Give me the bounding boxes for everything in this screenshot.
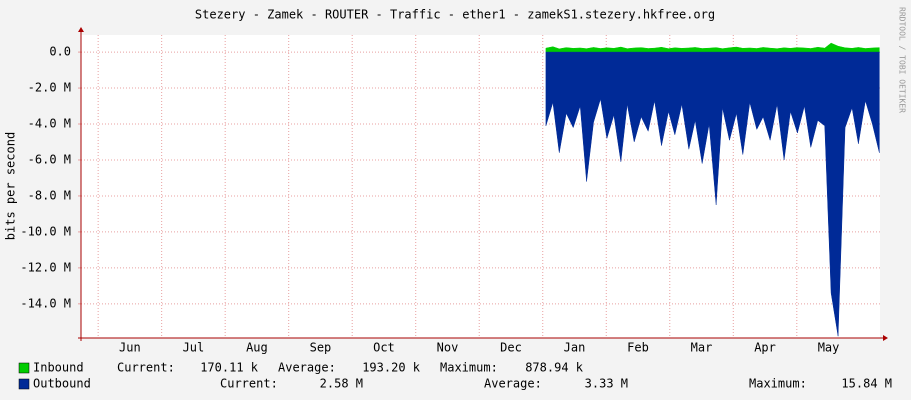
x-tick-label: Sep: [310, 341, 332, 355]
legend-stat-label: Maximum:: [440, 361, 498, 375]
x-tick-label: May: [818, 341, 840, 355]
y-tick-label: -14.0 M: [20, 296, 71, 310]
legend-stat-value: 170.11 k: [200, 361, 259, 375]
watermark: RRDTOOL / TOBI OETIKER: [898, 7, 907, 113]
chart-title: Stezery - Zamek - ROUTER - Traffic - eth…: [195, 8, 715, 22]
x-tick-label: Dec: [500, 341, 522, 355]
legend-swatch: [18, 362, 30, 374]
y-tick-label: -10.0 M: [20, 224, 71, 238]
x-tick-label: Jan: [564, 341, 586, 355]
legend-stat-label: Average:: [278, 361, 336, 375]
legend-stat-value: 2.58 M: [320, 377, 363, 391]
legend-stat-label: Average:: [484, 377, 542, 391]
x-axis-arrow: [883, 335, 888, 341]
legend-stat-value: 193.20 k: [362, 361, 421, 375]
y-tick-label: -2.0 M: [28, 81, 71, 95]
x-tick-label: Mar: [691, 341, 713, 355]
x-tick-label: Jun: [119, 341, 141, 355]
legend-stat-value: 878.94 k: [525, 361, 584, 375]
legend-stat-label: Current:: [117, 361, 175, 375]
area: [545, 51, 880, 337]
y-tick-label: -12.0 M: [20, 260, 71, 274]
legend-swatch: [18, 378, 30, 390]
legend-label: Inbound: [33, 361, 84, 375]
x-tick-label: Feb: [627, 341, 649, 355]
y-tick-label: 0.0: [49, 45, 71, 59]
y-tick-label: -6.0 M: [28, 152, 71, 166]
x-tick-label: Oct: [373, 341, 395, 355]
legend-label: Outbound: [33, 377, 91, 391]
x-tick-label: Jul: [183, 341, 205, 355]
legend-stat-label: Current:: [220, 377, 278, 391]
legend-stat-value: 15.84 M: [841, 377, 892, 391]
area: [545, 42, 880, 53]
y-tick-label: -8.0 M: [28, 188, 71, 202]
x-tick-label: Aug: [246, 341, 268, 355]
legend-stat-value: 3.33 M: [585, 377, 628, 391]
x-tick-label: Nov: [437, 341, 459, 355]
y-tick-label: -4.0 M: [28, 117, 71, 131]
legend-stat-label: Maximum:: [749, 377, 807, 391]
y-axis-arrow: [78, 27, 84, 32]
x-tick-label: Apr: [754, 341, 776, 355]
y-axis-label: bits per second: [4, 132, 18, 240]
